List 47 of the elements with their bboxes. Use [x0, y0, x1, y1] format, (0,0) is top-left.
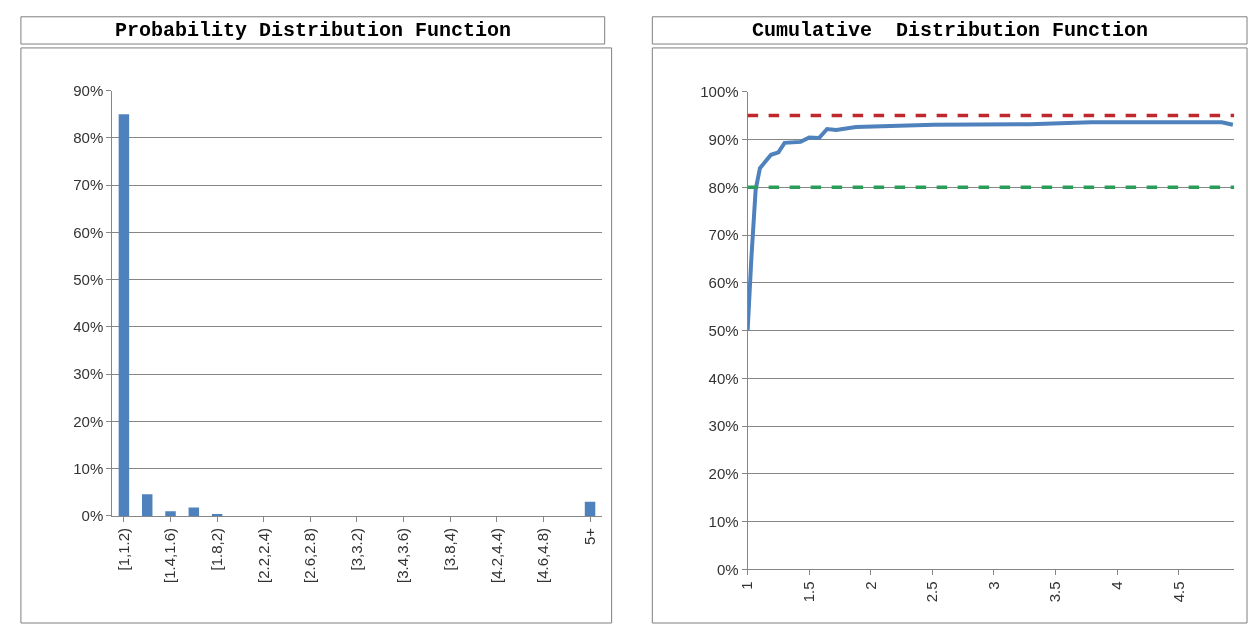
y-tick-label: 70%: [708, 226, 739, 244]
x-tick-label: 3.5: [1046, 581, 1064, 603]
y-tick-label: 30%: [708, 417, 739, 435]
x-tick-label: 1.5: [800, 581, 818, 603]
x-tick-label: [1,1.2): [114, 527, 132, 571]
bar: [141, 494, 153, 516]
y-tick-label: 60%: [708, 274, 739, 292]
bar: [188, 507, 200, 516]
x-tick-label: [2.2,2.4): [254, 527, 272, 584]
y-tick-label: 90%: [73, 81, 104, 99]
x-tick-label: [1.8,2): [208, 527, 226, 571]
y-tick-label: 70%: [73, 176, 104, 194]
y-tick-label: 50%: [708, 321, 739, 339]
y-tick-label: 50%: [73, 270, 104, 288]
y-tick-label: 10%: [73, 459, 104, 477]
y-tick-label: 20%: [73, 412, 104, 430]
x-tick-label: 5+: [580, 527, 598, 546]
bar: [118, 114, 130, 516]
x-tick-label: 2: [861, 581, 879, 590]
x-tick-label: 4: [1107, 581, 1125, 590]
x-tick-label: 2.5: [923, 581, 941, 603]
x-tick-label: [4.2,4.4): [487, 527, 505, 584]
x-tick-label: [1.4,1.6): [161, 527, 179, 584]
y-tick-label: 0%: [716, 560, 739, 578]
y-tick-label: 10%: [708, 512, 739, 530]
y-tick-label: 20%: [708, 465, 739, 483]
y-tick-label: 100%: [700, 82, 739, 100]
chart-title: Probability Distribution Function: [115, 19, 512, 42]
bar: [165, 511, 176, 516]
x-tick-label: 1: [738, 581, 756, 590]
y-tick-label: 90%: [708, 130, 739, 148]
bar: [584, 501, 596, 516]
y-tick-label: 30%: [73, 365, 104, 383]
y-tick-label: 40%: [73, 318, 104, 336]
y-tick-label: 80%: [708, 178, 739, 196]
chart-title: Cumulative Distribution Function: [752, 19, 1149, 42]
y-tick-label: 40%: [708, 369, 739, 387]
y-tick-label: 0%: [81, 507, 104, 525]
x-tick-label: [3.8,4): [441, 527, 459, 571]
y-tick-label: 60%: [73, 223, 104, 241]
x-tick-label: [3,3.2): [347, 527, 365, 571]
y-tick-label: 80%: [73, 129, 104, 147]
x-tick-label: [2.6,2.8): [301, 527, 319, 584]
x-tick-label: [3.4,3.6): [394, 527, 412, 584]
x-tick-label: [4.6,4.8): [534, 527, 552, 584]
x-tick-label: 4.5: [1169, 581, 1187, 603]
x-tick-label: 3: [984, 581, 1002, 590]
